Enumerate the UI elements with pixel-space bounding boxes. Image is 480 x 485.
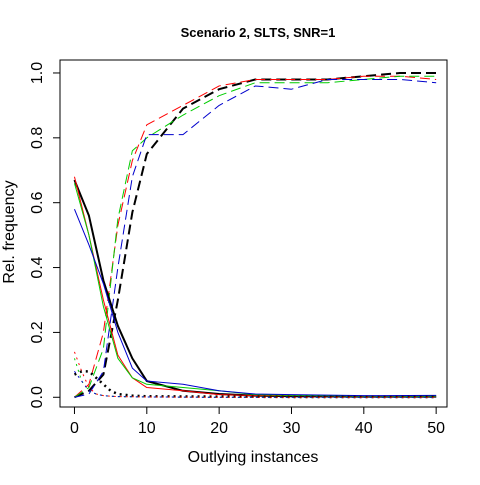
y-axis-label: Rel. frequency <box>1 180 18 283</box>
chart-title: Scenario 2, SLTS, SNR=1 <box>181 25 336 40</box>
series-line-7 <box>73 183 437 397</box>
x-tick-label: 0 <box>70 420 79 437</box>
x-tick-label: 50 <box>427 420 445 437</box>
y-tick-label: 0.6 <box>29 191 46 213</box>
y-tick-label: 0.0 <box>29 386 46 408</box>
x-axis-label: Outlying instances <box>188 449 319 466</box>
y-tick-label: 1.0 <box>29 62 46 84</box>
series-line-10 <box>74 351 437 398</box>
x-tick-label: 40 <box>355 420 373 437</box>
series-line-1 <box>74 71 437 399</box>
x-tick-label: 10 <box>138 420 156 437</box>
y-tick-label: 0.4 <box>29 256 46 278</box>
series-line-4 <box>74 78 437 398</box>
axis-ticks: 0 10 20 30 40 50 0.0 0.2 0.4 0.6 0.8 1.0 <box>29 62 445 437</box>
series-line-8 <box>74 208 437 397</box>
x-tick-label: 30 <box>283 420 301 437</box>
x-tick-label: 20 <box>210 420 228 437</box>
y-tick-label: 0.2 <box>29 321 46 343</box>
series-lines <box>73 71 437 399</box>
y-tick-label: 0.8 <box>29 127 46 149</box>
series-line-3 <box>74 75 437 398</box>
